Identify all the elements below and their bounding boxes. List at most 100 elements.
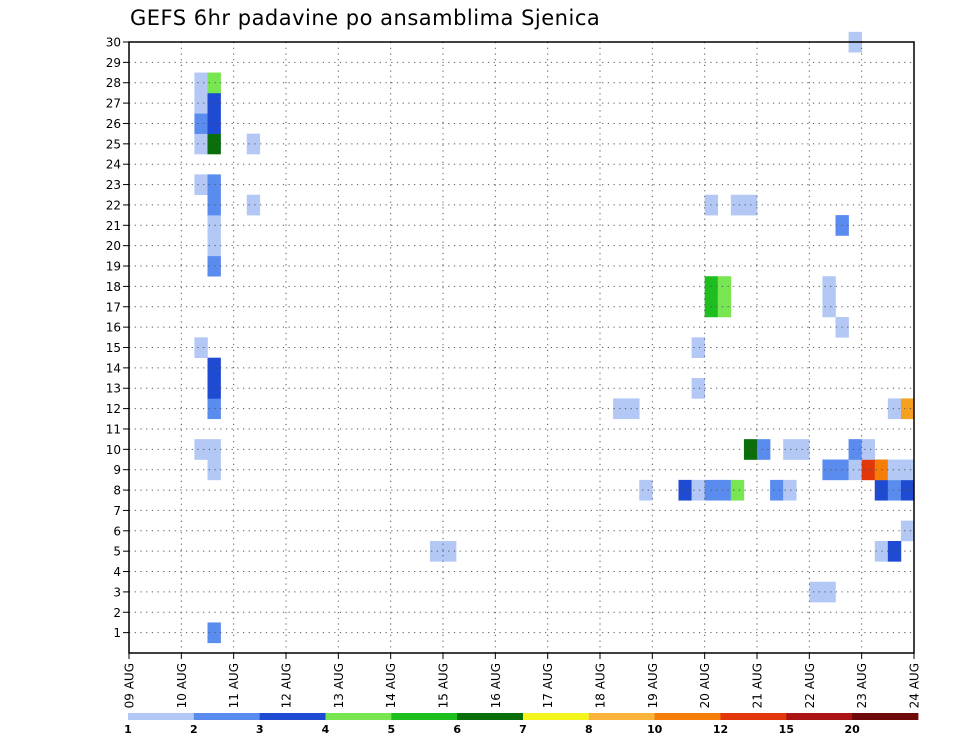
heatmap-cell bbox=[861, 439, 876, 460]
heatmap-cell bbox=[730, 479, 745, 501]
heatmap-cell bbox=[757, 439, 771, 460]
heatmap-cell bbox=[207, 622, 221, 644]
heatmap-cell bbox=[783, 479, 797, 501]
heatmap-cell bbox=[246, 133, 261, 155]
colorbar-swatch bbox=[259, 713, 326, 720]
heatmap-cell bbox=[207, 194, 221, 216]
heatmap-cell bbox=[783, 439, 797, 460]
colorbar-swatch bbox=[654, 713, 721, 720]
colorbar-label: 15 bbox=[779, 723, 794, 736]
heatmap-cell bbox=[207, 174, 221, 196]
x-tick-label: 10 AUG bbox=[175, 663, 189, 708]
heatmap-cell bbox=[207, 215, 221, 236]
y-tick-label: 19 bbox=[106, 260, 121, 274]
heatmap-cell bbox=[796, 439, 810, 460]
heatmap-cell bbox=[900, 479, 915, 501]
y-tick-label: 7 bbox=[113, 504, 121, 518]
colorbar-swatch bbox=[523, 713, 590, 720]
y-tick-label: 11 bbox=[106, 422, 121, 436]
heatmap-cell bbox=[207, 439, 221, 460]
heatmap-cell bbox=[207, 72, 221, 94]
heatmap-cell bbox=[246, 194, 261, 216]
colorbar-swatch bbox=[391, 713, 458, 720]
heatmap-cell bbox=[207, 357, 221, 379]
y-tick-label: 28 bbox=[106, 76, 121, 90]
x-tick-label: 23 AUG bbox=[855, 663, 869, 708]
heatmap-cell bbox=[639, 479, 653, 501]
y-tick-label: 9 bbox=[113, 463, 121, 477]
colorbar-label: 12 bbox=[713, 723, 728, 736]
heatmap-cell bbox=[626, 398, 640, 420]
colorbar-label: 6 bbox=[453, 723, 461, 736]
heatmap-cell bbox=[822, 276, 836, 297]
colorbar-label: 10 bbox=[647, 723, 663, 736]
colorbar-label: 20 bbox=[845, 723, 861, 736]
x-tick-label: 22 AUG bbox=[803, 663, 817, 708]
heatmap-cell bbox=[900, 520, 915, 542]
y-tick-label: 16 bbox=[106, 321, 121, 335]
x-tick-label: 17 AUG bbox=[541, 663, 555, 708]
y-tick-label: 30 bbox=[106, 36, 121, 50]
heatmap-cell bbox=[770, 479, 784, 501]
colorbar: 1 2 3 4 5 6 7 8 10 12 15 20 bbox=[124, 713, 919, 736]
y-tick-label: 27 bbox=[106, 97, 121, 111]
heatmap-cell bbox=[887, 540, 902, 562]
heatmap-cell bbox=[207, 92, 221, 114]
heatmap-cell bbox=[194, 337, 208, 358]
heatmap-cell bbox=[861, 459, 876, 481]
chart-title: GEFS 6hr padavine po ansamblima Sjenica bbox=[130, 6, 601, 30]
colorbar-label: 4 bbox=[322, 723, 330, 736]
y-tick-label: 17 bbox=[106, 300, 121, 314]
heatmap-cell bbox=[900, 459, 915, 481]
x-tick-label: 09 AUG bbox=[123, 663, 137, 708]
y-tick-label: 29 bbox=[106, 56, 121, 70]
heatmap-cell bbox=[207, 255, 221, 277]
cells-layer bbox=[194, 31, 915, 644]
heatmap-cell bbox=[848, 439, 862, 460]
heatmap-cell bbox=[717, 276, 732, 297]
x-tick-label: 16 AUG bbox=[489, 663, 503, 708]
heatmap-cell bbox=[887, 459, 902, 481]
heatmap-cell bbox=[809, 581, 823, 603]
colorbar-label: 2 bbox=[190, 723, 198, 736]
heatmap-cell bbox=[207, 113, 221, 134]
x-tick-label: 11 AUG bbox=[227, 663, 241, 708]
x-tick-label: 21 AUG bbox=[751, 663, 765, 708]
heatmap-cell bbox=[691, 337, 705, 358]
y-tick-label: 24 bbox=[106, 158, 121, 172]
y-tick-label: 25 bbox=[106, 137, 121, 151]
x-tick-label: 15 AUG bbox=[437, 663, 451, 708]
heatmap-cell bbox=[717, 296, 732, 318]
y-tick-label: 22 bbox=[106, 198, 121, 212]
colorbar-swatch bbox=[720, 713, 787, 720]
heatmap-cell bbox=[887, 479, 902, 501]
y-tick-label: 5 bbox=[113, 545, 121, 559]
y-tick-label: 12 bbox=[106, 402, 121, 416]
heatmap-cell bbox=[207, 459, 221, 481]
y-tick-label: 23 bbox=[106, 178, 121, 192]
x-tick-label: 13 AUG bbox=[332, 663, 346, 708]
colorbar-label: 1 bbox=[124, 723, 132, 736]
x-axis: 09 AUG 10 AUG 11 AUG 12 AUG 13 AUG 14 AUG 15 A… bbox=[123, 653, 922, 708]
colorbar-swatch bbox=[852, 713, 919, 720]
y-tick-label: 8 bbox=[113, 484, 121, 498]
heatmap-cell bbox=[207, 378, 221, 399]
y-tick-label: 14 bbox=[106, 361, 121, 375]
colorbar-swatch bbox=[325, 713, 392, 720]
heatmap-cell bbox=[194, 133, 208, 155]
y-tick-label: 3 bbox=[113, 585, 121, 599]
y-tick-label: 26 bbox=[106, 117, 121, 131]
heatmap-cell bbox=[194, 113, 208, 134]
heatmap-cell bbox=[678, 479, 692, 501]
y-tick-label: 4 bbox=[113, 565, 121, 579]
y-tick-label: 20 bbox=[106, 239, 121, 253]
heatmap-cell bbox=[822, 581, 836, 603]
colorbar-label: 5 bbox=[388, 723, 396, 736]
heatmap-cell bbox=[429, 540, 444, 562]
y-tick-label: 15 bbox=[106, 341, 121, 355]
heatmap-cell bbox=[194, 72, 208, 94]
heatmap-cell bbox=[691, 479, 705, 501]
heatmap-cell bbox=[822, 459, 836, 481]
colorbar-label: 7 bbox=[519, 723, 527, 736]
